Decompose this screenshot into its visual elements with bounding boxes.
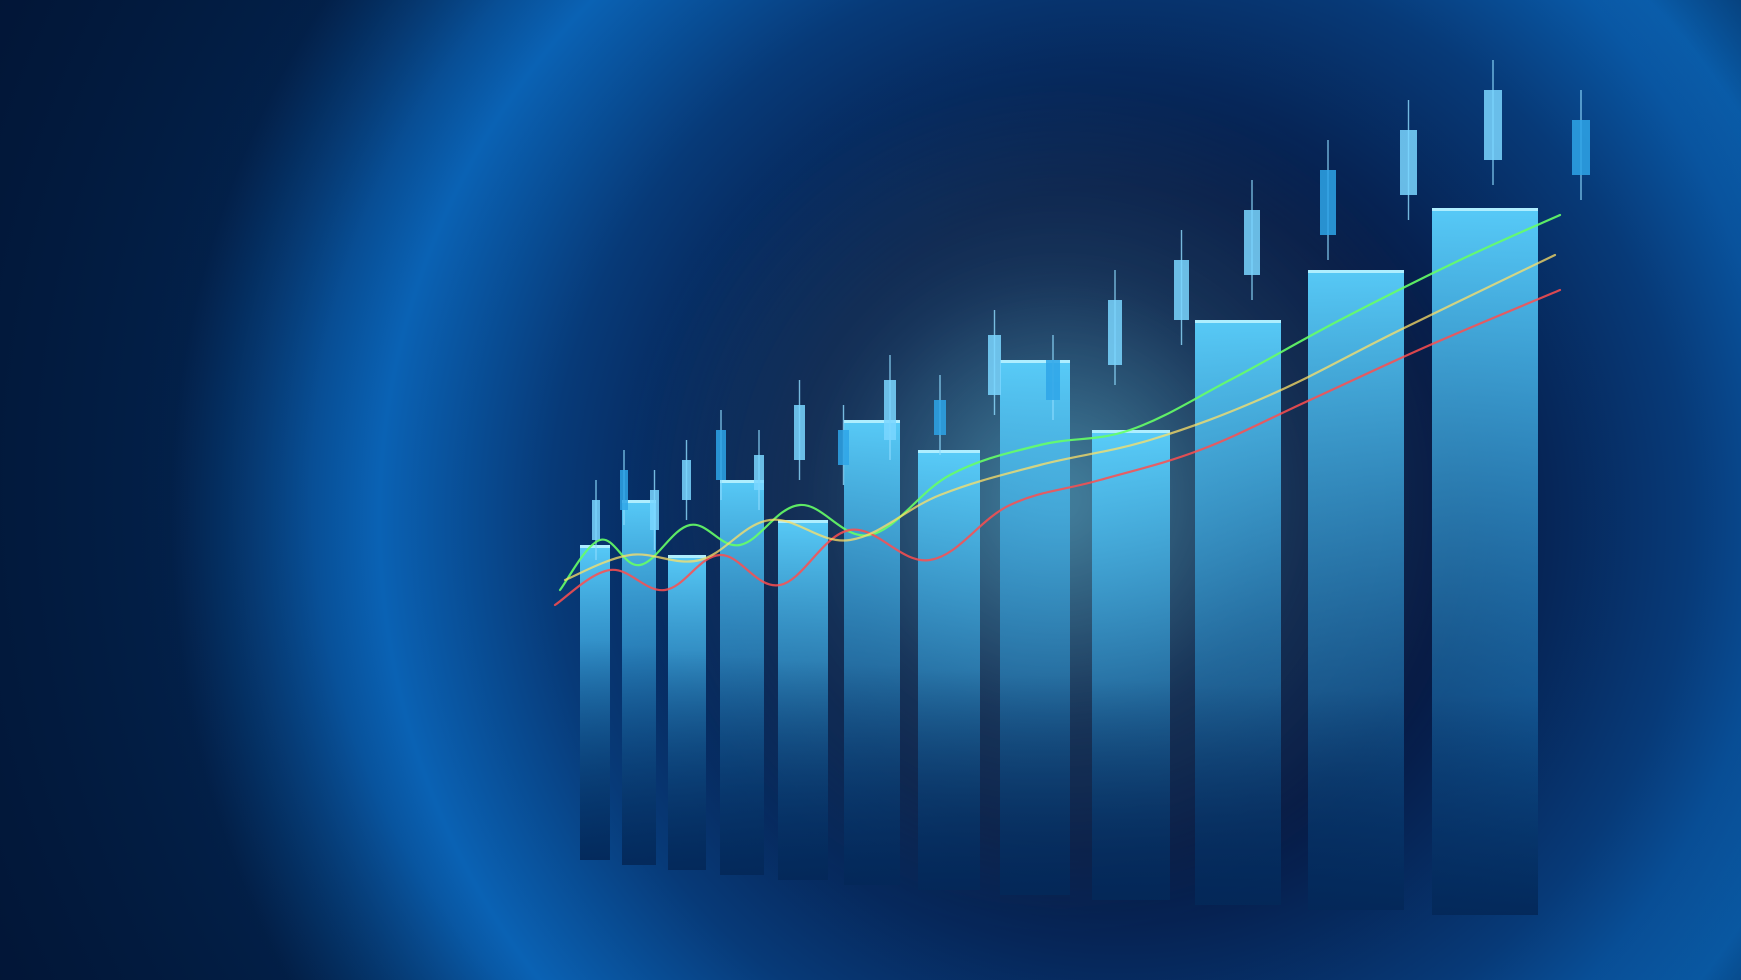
- candle-body: [1108, 300, 1122, 365]
- finance-chart-infographic: [0, 0, 1741, 980]
- candle-body: [838, 430, 849, 465]
- candle-body: [988, 335, 1001, 395]
- candle-body: [592, 500, 600, 540]
- candle-body: [1174, 260, 1189, 320]
- candle-body: [934, 400, 946, 435]
- candle-body: [716, 430, 726, 480]
- candle-body: [794, 405, 805, 460]
- candle-body: [1046, 360, 1060, 400]
- candle-body: [1320, 170, 1336, 235]
- candle-body: [884, 380, 896, 440]
- candle-body: [1572, 120, 1590, 175]
- candle-body: [620, 470, 628, 510]
- chart-svg: [0, 0, 1741, 980]
- candle-body: [1244, 210, 1260, 275]
- candle-body: [1484, 90, 1502, 160]
- candle-body: [754, 455, 764, 490]
- candle-body: [682, 460, 691, 500]
- candle-body: [650, 490, 659, 530]
- candle-body: [1400, 130, 1417, 195]
